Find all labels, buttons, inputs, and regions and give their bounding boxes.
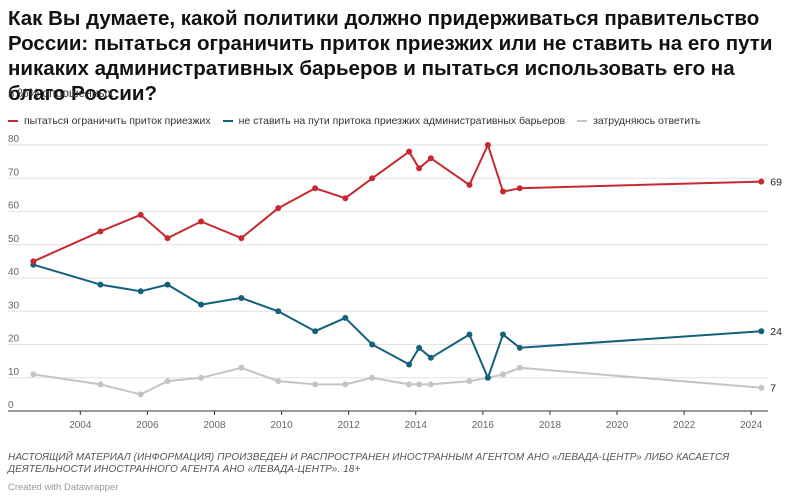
x-tick-label: 2012 [338,420,361,431]
y-tick-label: 30 [8,300,20,311]
data-point [516,344,523,351]
legend-item: не ставить на пути притока приезжих адми… [222,115,566,127]
chart-title: Как Вы думаете, какой политики должно пр… [8,7,773,105]
legend-item: затрудняюсь ответить [577,115,700,127]
data-point [516,185,523,192]
data-point [499,188,506,195]
data-point [516,364,523,371]
data-point [427,354,434,361]
data-point [97,381,104,388]
data-point [484,374,491,381]
data-point [427,155,434,162]
data-point [427,381,434,388]
legend-item: пытаться ограничить приток приезжих [8,115,211,127]
data-point [312,381,319,388]
data-point [369,374,376,381]
data-point [466,331,473,338]
data-point [137,288,144,295]
data-point [238,235,245,242]
footnote: НАСТОЯЩИЙ МАТЕРИАЛ (ИНФОРМАЦИЯ) ПРОИЗВЕД… [8,452,730,475]
data-point [342,195,349,202]
x-tick-label: 2020 [606,420,629,431]
data-point [416,344,423,351]
y-tick-label: 70 [8,167,20,178]
x-tick-label: 2006 [136,420,159,431]
end-value-label: 69 [770,177,782,189]
y-tick-label: 10 [8,367,20,378]
x-tick-label: 2010 [270,420,293,431]
data-point [198,374,205,381]
data-point [164,281,171,288]
chart-subtitle: в %% опрошенных [8,86,114,100]
legend-label: не ставить на пути притока приезжих адми… [238,115,566,127]
data-point [342,381,349,388]
legend-swatch-gray [577,120,588,122]
data-point [406,148,413,155]
x-tick-label: 2014 [405,420,428,431]
data-point [97,228,104,235]
data-point [416,165,423,172]
data-point [238,294,245,301]
data-point [30,371,37,378]
end-value-label: 24 [770,326,782,338]
data-point [416,381,423,388]
data-point [484,142,491,148]
data-point [275,308,282,315]
data-point [758,178,765,185]
data-point [499,331,506,338]
x-tick-label: 2022 [673,420,696,431]
series-line [33,263,762,379]
x-tick-label: 2004 [69,420,92,431]
y-tick-label: 0 [8,400,14,411]
data-point [275,205,282,212]
series-line [33,366,762,396]
series-line [32,144,762,263]
x-tick-label: 2024 [740,420,763,431]
data-point [137,391,144,398]
data-point [499,371,506,378]
data-point [342,314,349,321]
data-point [137,211,144,218]
data-point [758,384,765,391]
data-point [466,181,473,188]
y-tick-label: 40 [8,267,20,278]
line-chart: 0 10 20 30 40 50 60 70 80 2004 2006 2008 2010 2012 201… [8,134,782,431]
data-point [97,281,104,288]
legend-label: затрудняюсь ответить [593,115,701,127]
legend-swatch-blue [222,120,233,122]
x-tick-label: 2016 [472,420,495,431]
x-tick-label: 2008 [203,420,226,431]
data-point [312,328,319,335]
legend-label: пытаться ограничить приток приезжих [24,115,211,127]
data-point [369,341,376,348]
data-point [275,378,282,385]
y-tick-label: 50 [8,234,20,245]
credit: Created with Datawrapper [8,482,119,493]
y-tick-label: 20 [8,334,20,345]
data-point [30,258,37,265]
y-tick-label: 80 [8,134,20,145]
y-tick-label: 60 [8,201,20,212]
legend: пытаться ограничить приток приезжих не с… [8,114,712,128]
x-tick-label: 2018 [539,420,562,431]
data-point [198,218,205,225]
data-point [369,175,376,182]
legend-swatch-red [8,120,18,122]
data-point [164,235,171,242]
data-point [198,301,205,308]
data-point [406,361,413,368]
data-point [758,328,765,335]
end-value-label: 7 [770,383,776,395]
data-point [312,185,319,192]
data-point [466,378,473,385]
data-point [238,364,245,371]
data-point [164,378,171,385]
data-point [406,381,413,388]
